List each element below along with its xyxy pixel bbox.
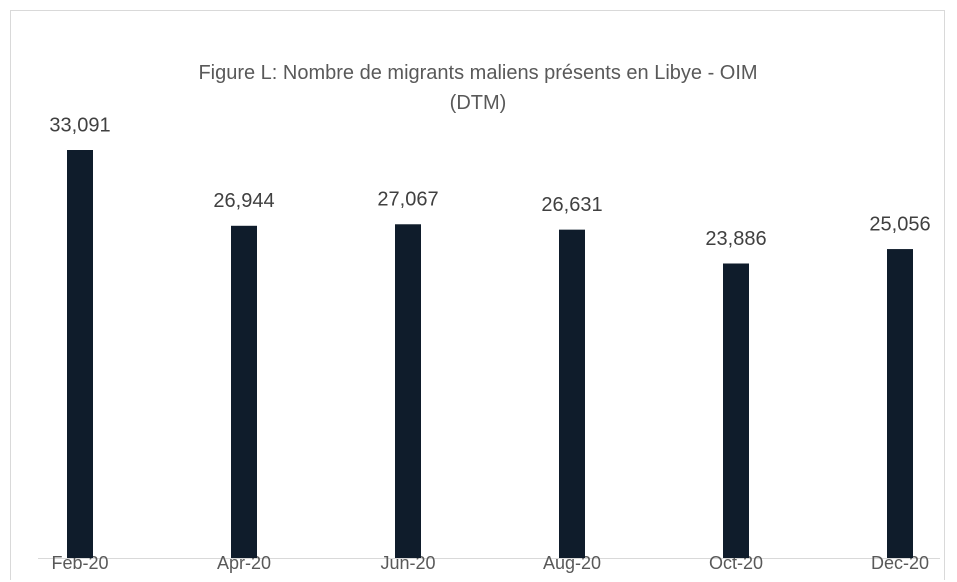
x-tick-label: Apr-20 — [217, 553, 271, 573]
bar — [67, 150, 93, 558]
bar — [395, 224, 421, 558]
data-label: 26,944 — [213, 190, 274, 212]
data-label: 33,091 — [49, 114, 110, 136]
bar — [723, 263, 749, 558]
x-tick-label: Oct-20 — [709, 553, 763, 573]
x-tick-label: Jun-20 — [380, 553, 435, 573]
data-label: 23,886 — [705, 228, 766, 250]
bar — [231, 225, 257, 558]
data-label: 27,067 — [377, 189, 438, 211]
chart-title: Figure L: Nombre de migrants maliens pré… — [198, 62, 758, 114]
x-tick-label: Dec-20 — [871, 553, 929, 573]
bar — [559, 229, 585, 558]
bar — [887, 249, 913, 558]
data-label: 25,056 — [869, 213, 930, 235]
data-label: 26,631 — [541, 194, 602, 216]
x-tick-label: Feb-20 — [51, 553, 108, 573]
x-tick-label: Aug-20 — [543, 553, 601, 573]
chart-frame — [10, 10, 945, 580]
